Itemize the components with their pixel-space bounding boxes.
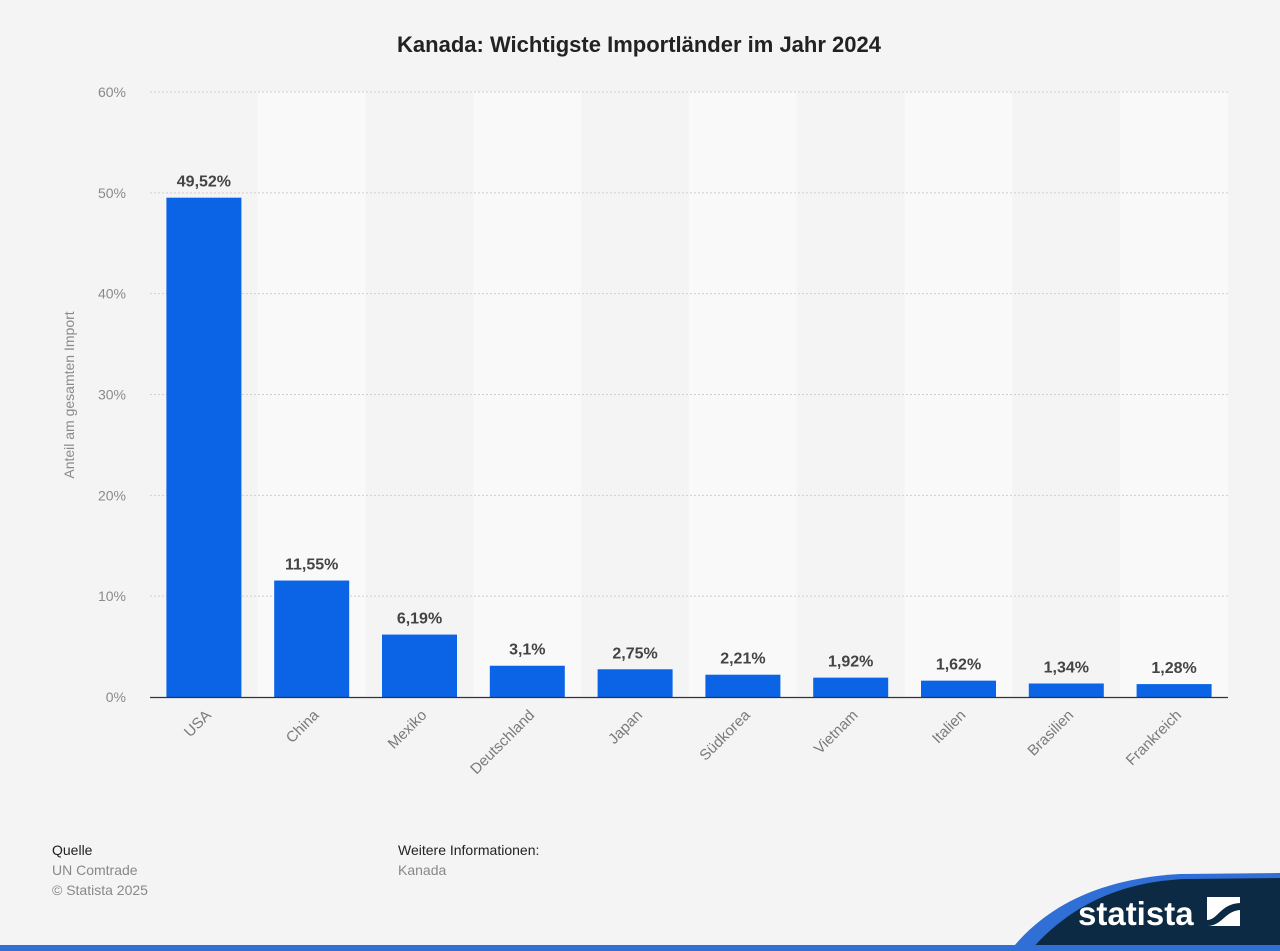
data-label: 11,55% bbox=[285, 557, 338, 574]
data-label: 1,92% bbox=[828, 654, 873, 671]
x-tick-label: China bbox=[283, 706, 323, 746]
logo-text: statista bbox=[1078, 895, 1194, 932]
source-text: UN Comtrade bbox=[52, 862, 138, 878]
y-axis-label: Anteil am gesamten Import bbox=[61, 311, 77, 478]
bar-südkorea[interactable] bbox=[705, 674, 781, 697]
x-tick-label: Mexiko bbox=[385, 707, 431, 753]
y-tick-label: 0% bbox=[106, 689, 126, 705]
data-label: 1,62% bbox=[936, 657, 981, 674]
data-label: 6,19% bbox=[397, 611, 442, 628]
bar-china[interactable] bbox=[274, 580, 350, 697]
copyright-text: © Statista 2025 bbox=[52, 882, 148, 898]
y-tick-label: 50% bbox=[98, 185, 126, 201]
x-tick-label: Vietnam bbox=[811, 707, 862, 758]
source-heading: Quelle bbox=[52, 842, 93, 858]
y-tick-label: 20% bbox=[98, 487, 126, 503]
bar-usa[interactable] bbox=[166, 197, 242, 697]
x-tick-label: Deutschland bbox=[467, 707, 538, 778]
x-tick-label: Südkorea bbox=[696, 706, 754, 764]
data-label: 1,28% bbox=[1151, 660, 1196, 677]
bar-vietnam[interactable] bbox=[813, 677, 889, 697]
data-label: 2,21% bbox=[720, 651, 765, 668]
statista-logo: statista bbox=[0, 873, 1280, 951]
bar-deutschland[interactable] bbox=[489, 665, 565, 697]
chart-title: Kanada: Wichtigste Importländer im Jahr … bbox=[397, 32, 882, 57]
bar-frankreich[interactable] bbox=[1136, 684, 1212, 697]
x-tick-label: Japan bbox=[605, 707, 646, 748]
info-heading: Weitere Informationen: bbox=[398, 842, 540, 858]
x-tick-label: Italien bbox=[929, 707, 969, 747]
y-tick-label: 60% bbox=[98, 84, 126, 100]
y-tick-label: 40% bbox=[98, 286, 126, 302]
x-tick-label: USA bbox=[181, 707, 215, 741]
data-label: 2,75% bbox=[612, 645, 657, 662]
data-label: 3,1% bbox=[509, 642, 545, 659]
x-tick-label: Frankreich bbox=[1123, 707, 1185, 769]
bar-japan[interactable] bbox=[597, 669, 673, 697]
info-link[interactable]: Kanada bbox=[398, 862, 447, 878]
data-label: 1,34% bbox=[1044, 659, 1089, 676]
y-tick-label: 10% bbox=[98, 588, 126, 604]
bar-mexiko[interactable] bbox=[382, 634, 457, 697]
y-tick-label: 30% bbox=[98, 387, 126, 403]
bar-italien[interactable] bbox=[921, 680, 996, 697]
data-label: 49,52% bbox=[177, 174, 231, 191]
bar-brasilien[interactable] bbox=[1028, 683, 1104, 697]
x-tick-label: Brasilien bbox=[1024, 707, 1077, 760]
